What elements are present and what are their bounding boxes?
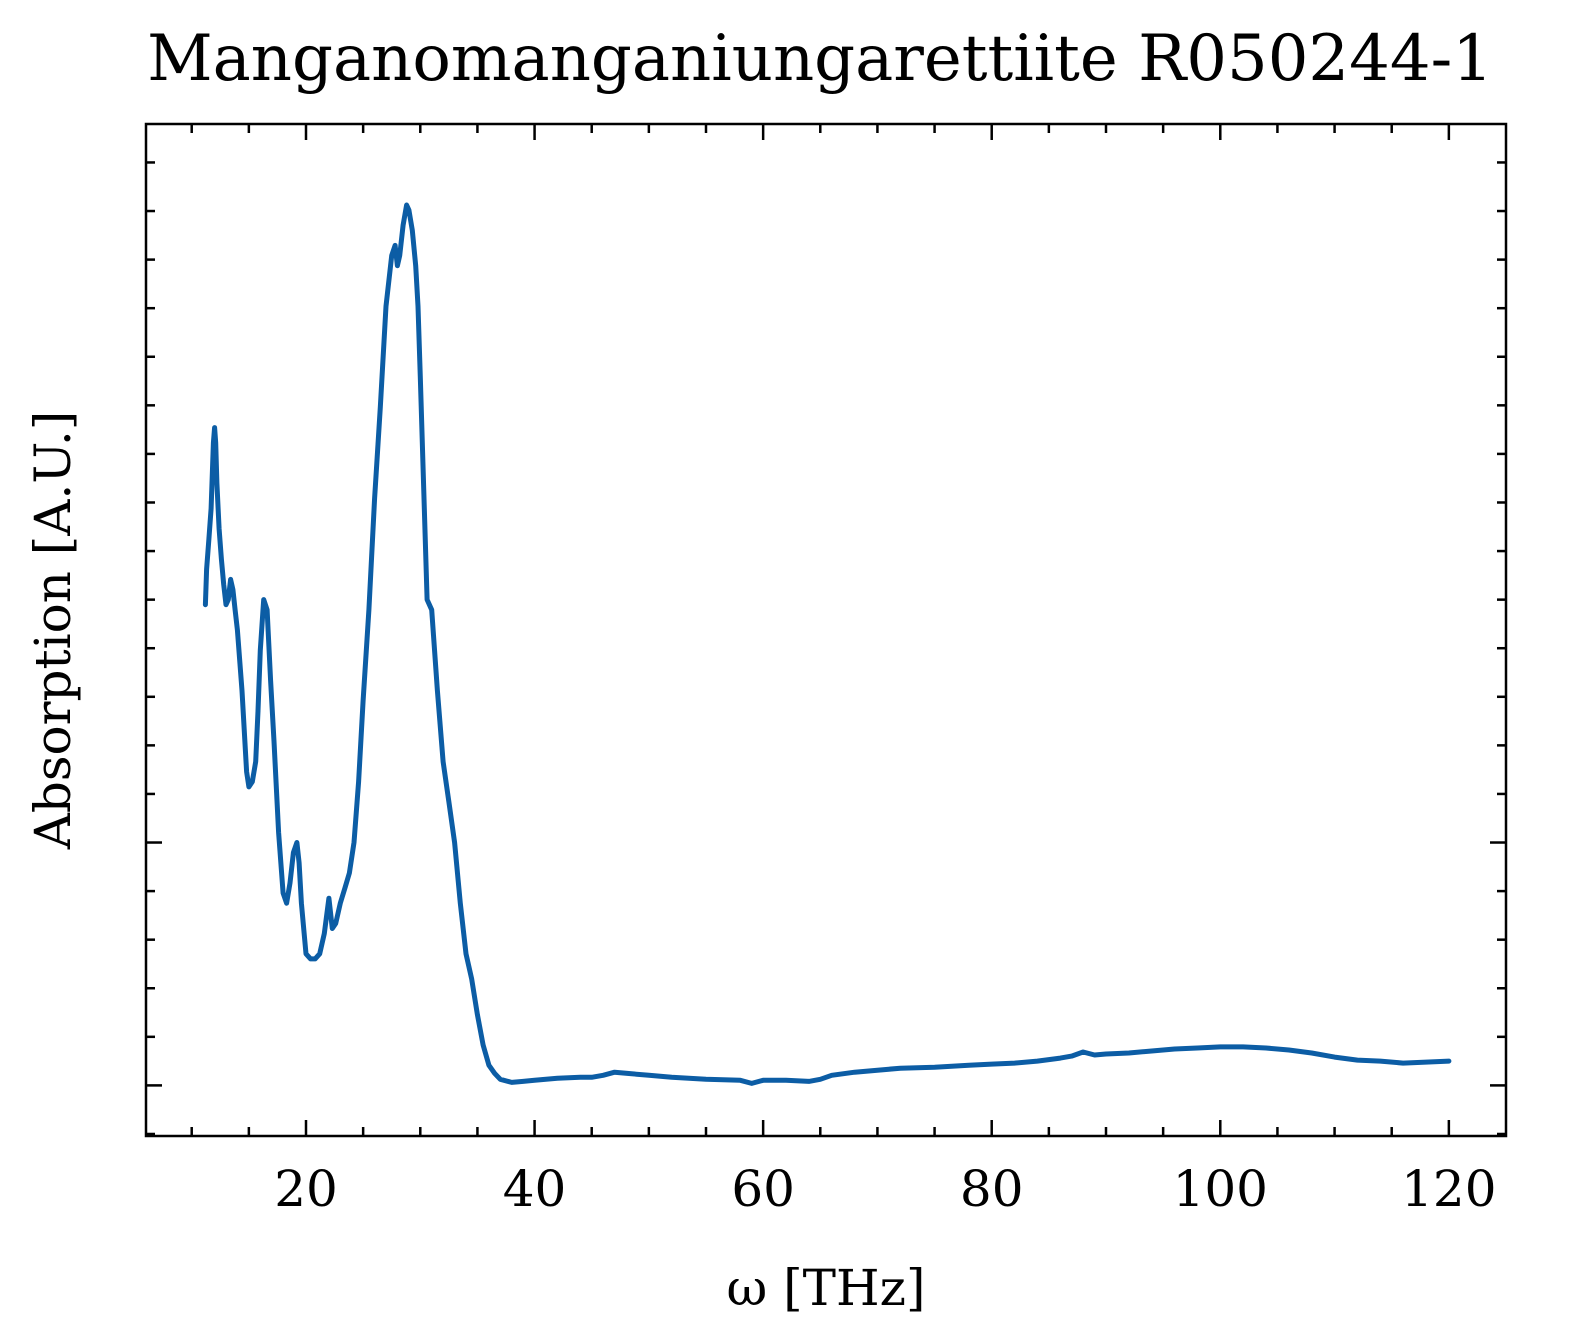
x-tick-label: 80 (960, 1160, 1024, 1218)
x-axis-ticks: 20 40 60 80 100 120 (190, 124, 1497, 1218)
chart-title: Manganomanganiungarettiite R050244-1 (147, 22, 1493, 96)
x-tick-label: 100 (1173, 1160, 1268, 1218)
x-axis-label: ω [THz] (727, 1259, 926, 1317)
series-line (202, 202, 1452, 1086)
plot-frame (144, 122, 1508, 1138)
x-tick-label: 40 (503, 1160, 567, 1218)
x-tick-label: 20 (274, 1160, 338, 1218)
x-tick-label: 120 (1401, 1160, 1496, 1218)
x-tick-label: 60 (731, 1160, 795, 1218)
y-axis-label: Absorption [A.U.] (24, 411, 82, 851)
plot-area: 20 40 60 80 100 120 (144, 122, 1508, 1218)
y-axis-ticks (146, 161, 1506, 1136)
